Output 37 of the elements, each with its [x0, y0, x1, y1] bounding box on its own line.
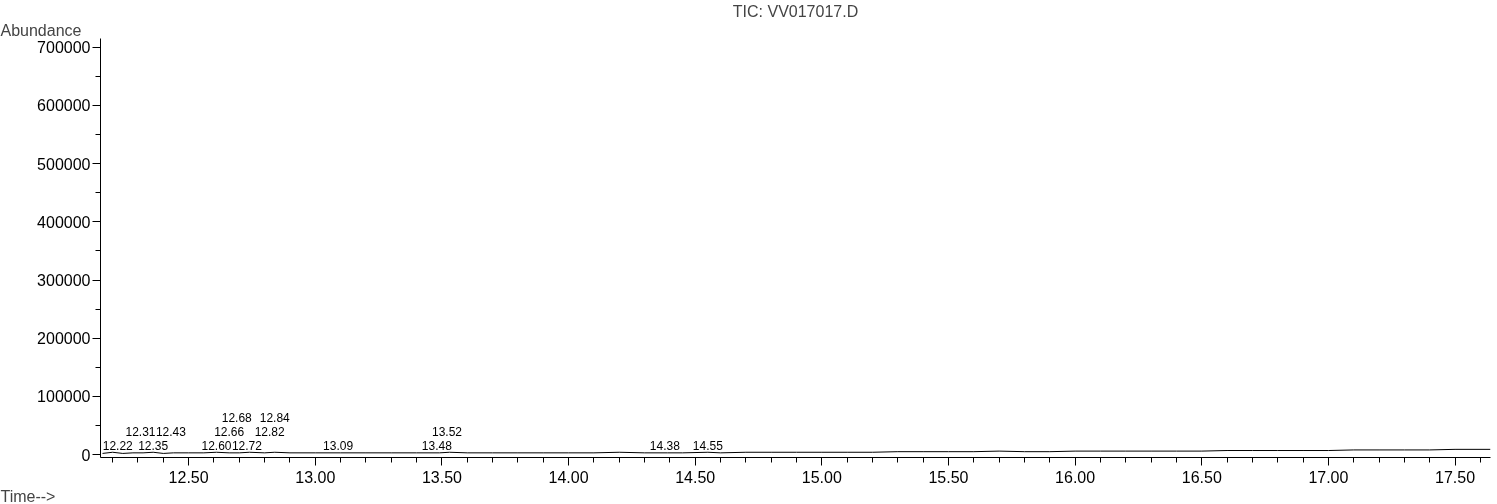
y-tick-label: 100000 [37, 388, 91, 406]
y-tick-label: 200000 [37, 330, 91, 348]
y-axis-title: Abundance [0, 21, 82, 39]
y-tick-label: 700000 [37, 39, 91, 57]
x-tick-label: 14.00 [548, 468, 589, 486]
y-tick-label: 300000 [37, 272, 91, 290]
x-tick-label: 15.50 [928, 468, 969, 486]
annotation: 13.09 [323, 438, 354, 453]
annotation: 14.38 [649, 438, 681, 453]
x-tick-label: 17.00 [1308, 468, 1349, 486]
y-tick-label: 0 [81, 446, 91, 464]
x-tick-label: 12.50 [168, 468, 209, 486]
annotation: 12.31 [125, 424, 156, 439]
y-tick-label: 500000 [37, 155, 91, 173]
x-tick-label: 17.50 [1435, 468, 1476, 486]
x-axis-title: Time--> [0, 487, 56, 504]
annotation: 12.22 [102, 438, 134, 453]
x-tick-label: 16.00 [1055, 468, 1096, 486]
annotation: 13.52 [431, 424, 463, 439]
x-tick-label: 14.50 [675, 468, 716, 486]
y-tick-label: 600000 [37, 97, 91, 115]
annotation: 12.68 [221, 410, 253, 425]
annotation: 12.82 [254, 424, 286, 439]
annotation: 12.35 [138, 438, 169, 453]
annotation: 12.84 [259, 410, 291, 425]
y-tick-label: 400000 [37, 213, 91, 231]
annotation: 12.72 [231, 438, 263, 453]
x-tick-label: 13.50 [421, 468, 463, 486]
annotation: 12.66 [214, 424, 245, 439]
x-tick-label: 13.00 [295, 468, 336, 486]
chart-title: TIC: VV017017.D [732, 2, 859, 20]
annotation: 12.43 [155, 424, 187, 439]
x-tick-label: 16.50 [1181, 468, 1222, 486]
annotation: 13.48 [421, 438, 453, 453]
annotation: 14.55 [692, 438, 724, 453]
x-tick-label: 15.00 [801, 468, 842, 486]
annotation: 12.60 [201, 438, 232, 453]
